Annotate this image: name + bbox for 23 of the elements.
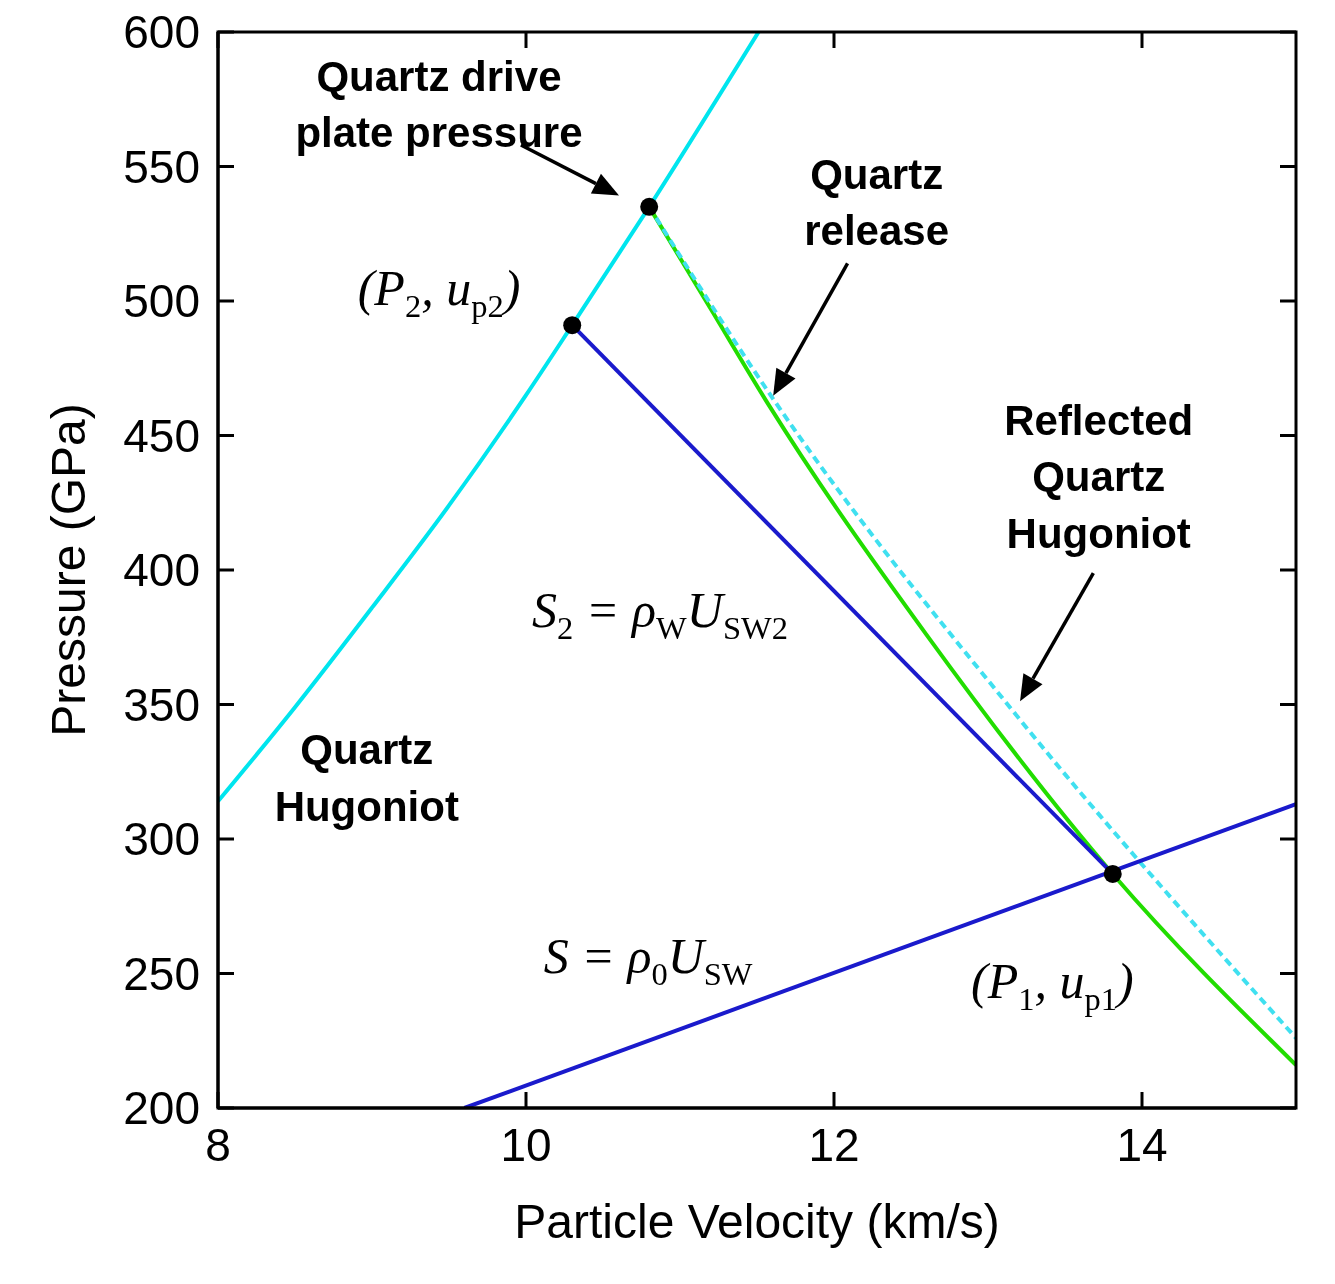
y-tick-label: 600	[123, 6, 200, 59]
x-tick-label: 12	[808, 1118, 860, 1171]
x-tick-label: 8	[205, 1118, 231, 1171]
annotation: (P$_{1}$, u$_{p1}$)	[971, 953, 1134, 1018]
y-tick-label: 300	[123, 813, 200, 866]
y-tick-label: 500	[123, 275, 200, 328]
y-tick-label: 550	[123, 140, 200, 193]
y-axis-title: Pressure (GPa)	[42, 403, 96, 737]
annotation: Quartz Hugoniot	[274, 725, 459, 830]
annotation: Quartz release	[804, 150, 950, 254]
y-tick-label: 400	[123, 544, 200, 597]
y-tick-label: 450	[123, 409, 200, 462]
y-tick-label: 250	[123, 947, 200, 1000]
x-axis-title: Particle Velocity (km/s)	[514, 1195, 1000, 1248]
annotation: S = ρ$_{0}$U$_{SW}$	[543, 928, 753, 993]
annotation: S$_{2}$ = ρ$_{W}$U$_{SW2}$	[532, 581, 788, 646]
y-tick-label: 350	[123, 678, 200, 731]
y-tick-label: 200	[123, 1082, 200, 1135]
annotation: (P$_{2}$, u$_{p2}$)	[357, 260, 521, 325]
annotation: Reflected Quartz Hugoniot	[1004, 396, 1194, 557]
x-tick-label: 14	[1116, 1118, 1168, 1171]
x-tick-label: 10	[500, 1118, 552, 1171]
annotation: Quartz drive plate pressure	[295, 52, 583, 156]
